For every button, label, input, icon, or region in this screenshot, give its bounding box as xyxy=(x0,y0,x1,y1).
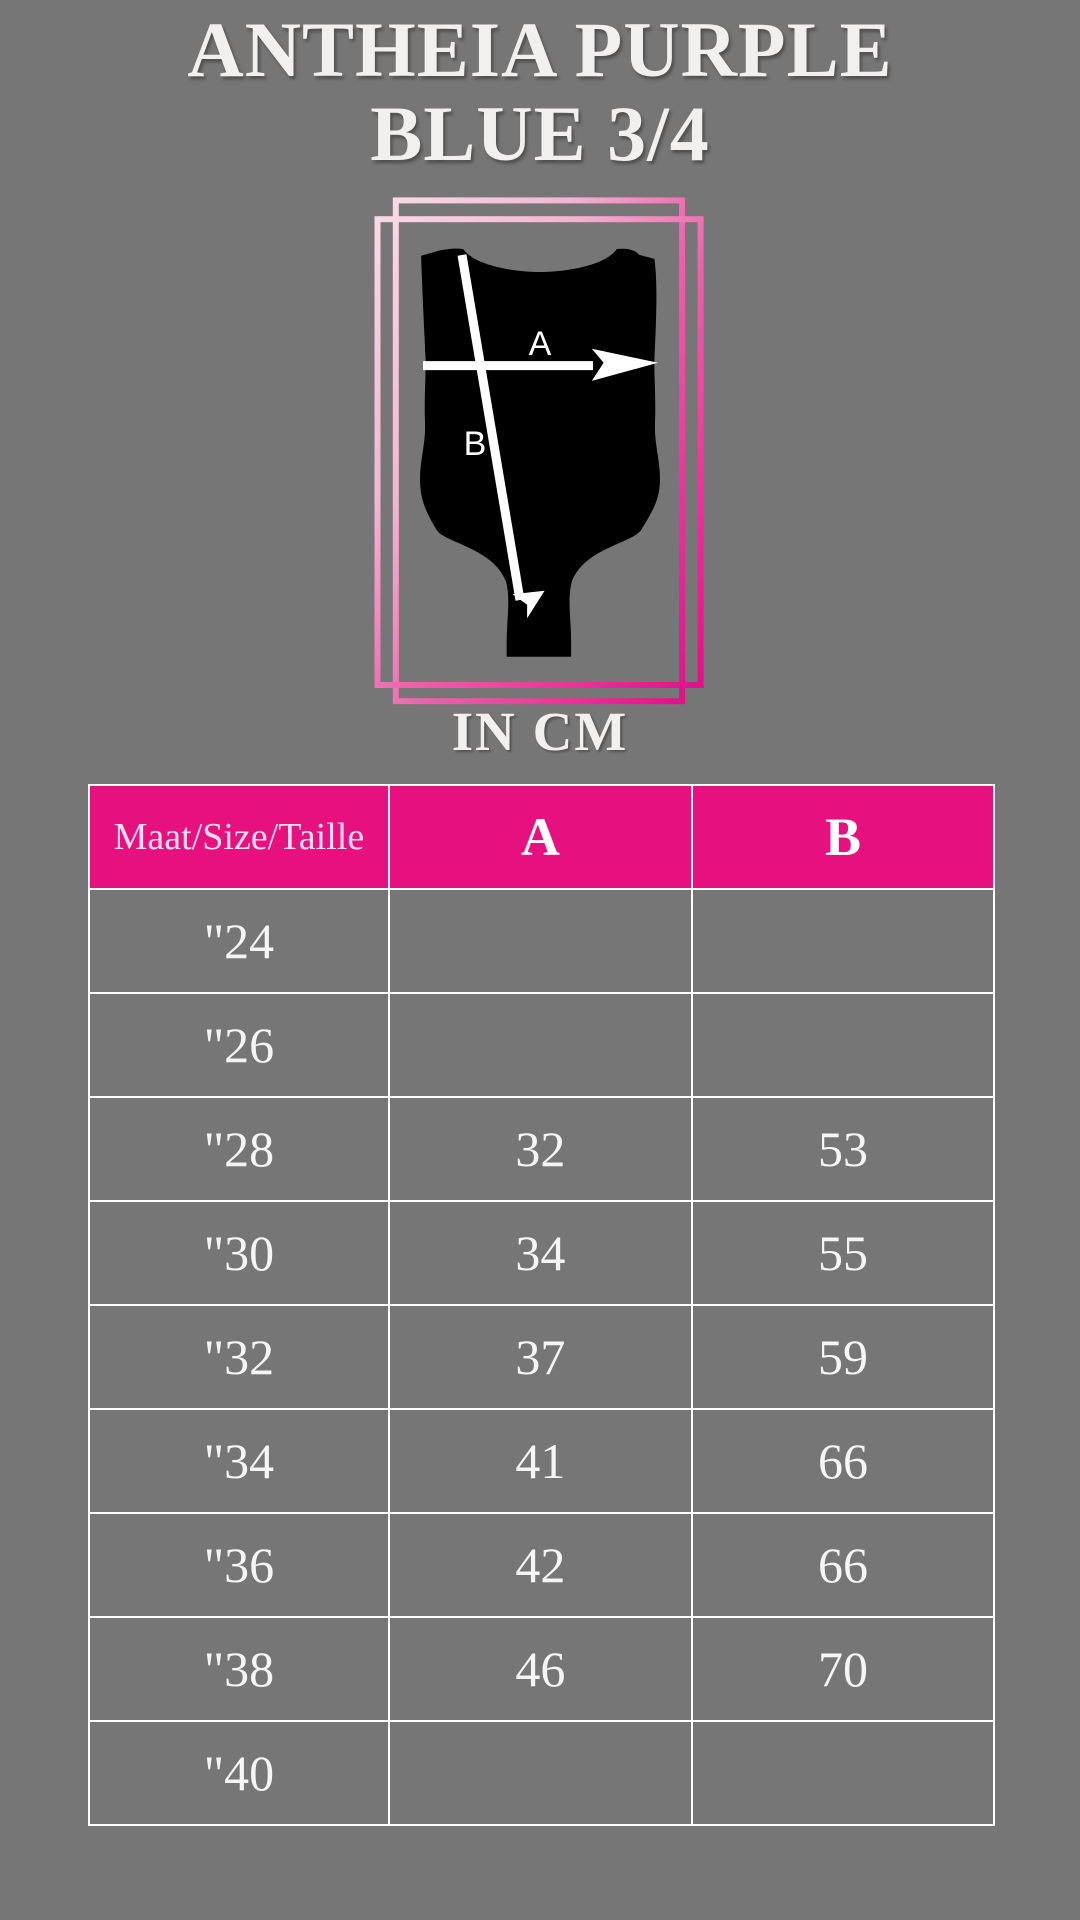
svg-text:A: A xyxy=(529,325,552,363)
svg-text:B: B xyxy=(464,425,487,463)
